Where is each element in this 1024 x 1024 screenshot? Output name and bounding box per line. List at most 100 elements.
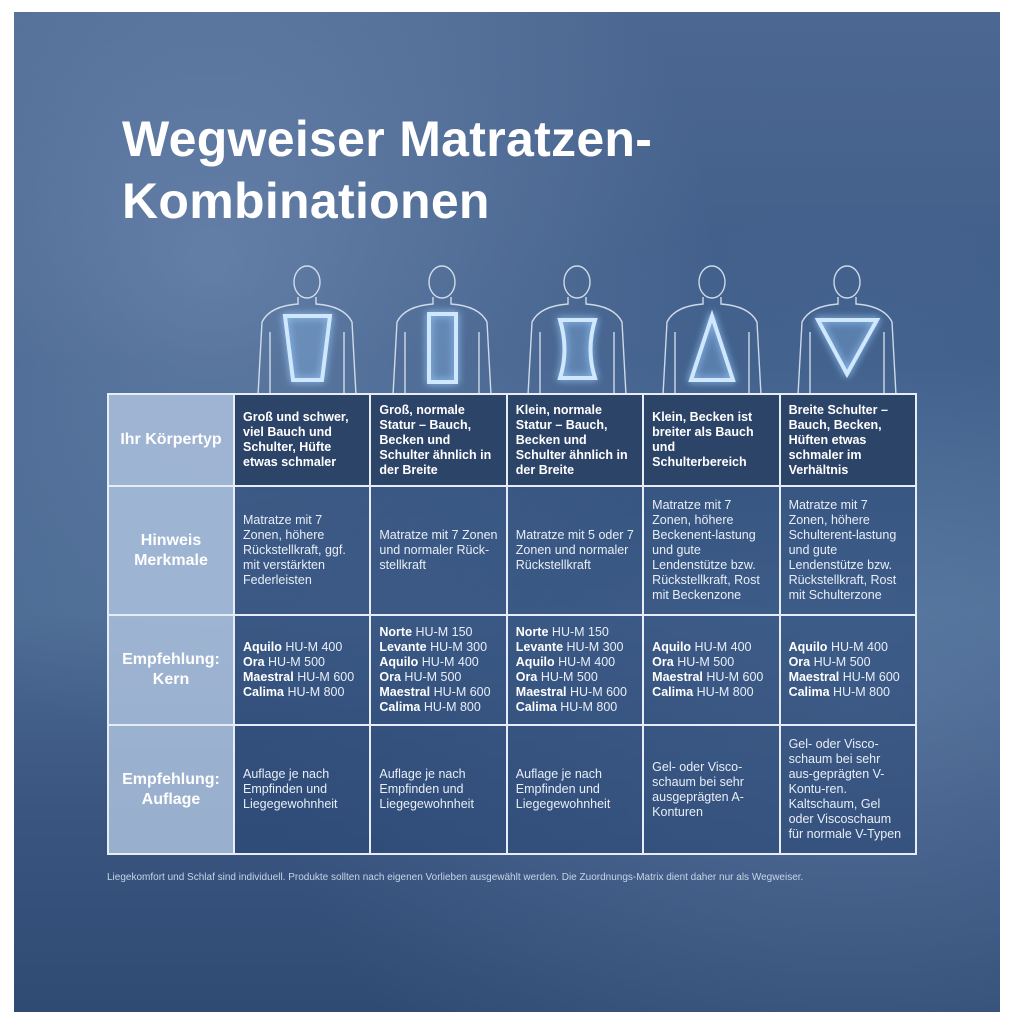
product-line: Maestral HU-M 600 — [652, 670, 770, 685]
table-cell: Matratze mit 7 Zonen und normaler Rück-s… — [369, 485, 508, 616]
product-model: HU-M 300 — [430, 640, 488, 655]
table-cell: Auflage je nach Empfinden und Liegegewoh… — [369, 724, 508, 855]
table-cell: Groß und schwer, viel Bauch und Schulter… — [232, 392, 372, 488]
product-name: Calima — [243, 685, 284, 700]
product-model: HU-M 400 — [558, 655, 616, 670]
product-line: Aquilo HU-M 400 — [243, 640, 361, 655]
product-model: HU-M 600 — [297, 670, 355, 685]
person-silhouette-icon — [257, 265, 357, 396]
table-cell: Norte HU-M 150 Levante HU-M 300 Aquilo HU-… — [505, 613, 645, 727]
product-name: Calima — [515, 700, 557, 715]
product-line: Ora HU-M 500 — [652, 655, 770, 670]
product-name: Aquilo — [515, 655, 555, 670]
table-cell: Matratze mit 5 oder 7 Zonen und normaler… — [505, 485, 645, 616]
table-cell: Klein, normale Statur – Bauch, Becken un… — [505, 392, 645, 488]
product-name: Calima — [379, 700, 421, 715]
product-name: Maestral — [788, 670, 840, 685]
body-figure — [375, 262, 510, 396]
product-line: Maestral HU-M 600 — [243, 670, 361, 685]
product-name: Ora — [515, 670, 538, 685]
product-line: Aquilo HU-M 400 — [789, 640, 907, 655]
product-line: Ora HU-M 500 — [789, 655, 907, 670]
table-row: Ihr Körpertyp Groß und schwer, viel Bauch… — [107, 392, 918, 488]
product-model: HU-M 400 — [694, 640, 752, 655]
product-line: Ora HU-M 500 — [243, 655, 361, 670]
row-label: Empfehlung: Auflage — [107, 724, 235, 855]
product-name: Aquilo — [243, 640, 282, 655]
product-name: Levante — [515, 640, 564, 655]
table-row: Empfehlung: Kern Aquilo HU-M 400 Ora HU-M … — [107, 613, 918, 727]
product-name: Ora — [379, 670, 401, 685]
product-line: Levante HU-M 300 — [516, 640, 634, 655]
product-line: Calima HU-M 800 — [516, 700, 634, 715]
product-line: Ora HU-M 500 — [379, 670, 497, 685]
person-silhouette-icon — [662, 265, 762, 396]
page-title: Wegweiser Matratzen- Kombinationen — [122, 108, 652, 232]
table-cell: Auflage je nach Empfinden und Liegegewoh… — [505, 724, 645, 855]
product-line: Levante HU-M 300 — [379, 640, 497, 655]
table-cell: Aquilo HU-M 400 Ora HU-M 500 Maestral HU-M… — [232, 613, 372, 727]
product-line: Maestral HU-M 600 — [789, 670, 907, 685]
product-line: Aquilo HU-M 400 — [379, 655, 497, 670]
product-model: HU-M 150 — [551, 625, 609, 640]
product-model: HU-M 500 — [677, 655, 735, 670]
body-figure — [780, 262, 915, 396]
table-cell: Breite Schulter – Bauch, Becken, Hüften … — [778, 392, 918, 488]
person-silhouette-icon — [392, 265, 492, 396]
table-cell: Matratze mit 7 Zonen, höhere Beckenent-l… — [642, 485, 781, 616]
product-model: HU-M 800 — [696, 685, 754, 700]
table-cell: Matratze mit 7 Zonen, höhere Schulterent… — [778, 485, 918, 616]
table-cell: Norte HU-M 150 Levante HU-M 300 Aquilo HU-… — [369, 613, 508, 727]
product-model: HU-M 400 — [830, 640, 888, 655]
product-model: HU-M 400 — [285, 640, 343, 655]
footnote: Liegekomfort und Schlaf sind individuell… — [107, 872, 804, 883]
hourglass-icon — [557, 318, 598, 380]
product-name: Norte — [515, 625, 549, 640]
product-line: Calima HU-M 800 — [379, 700, 497, 715]
row-label: Ihr Körpertyp — [107, 392, 235, 488]
product-name: Ora — [788, 655, 811, 670]
person-silhouette-icon — [797, 265, 897, 396]
product-line: Ora HU-M 500 — [516, 670, 634, 685]
product-line: Aquilo HU-M 400 — [516, 655, 634, 670]
body-figure — [645, 262, 780, 396]
title-line-1: Wegweiser Matratzen- — [122, 111, 653, 167]
product-name: Calima — [652, 685, 694, 700]
product-name: Norte — [379, 625, 413, 640]
product-line: Calima HU-M 800 — [243, 685, 361, 700]
product-name: Maestral — [515, 685, 567, 700]
product-line: Calima HU-M 800 — [652, 685, 770, 700]
table-cell: Groß, normale Statur – Bauch, Becken und… — [369, 392, 508, 488]
table-cell: Gel- oder Visco-schaum bei sehr aus-gepr… — [778, 724, 918, 855]
row-label: Empfehlung: Kern — [107, 613, 235, 727]
body-figure — [240, 262, 375, 396]
product-name: Maestral — [379, 685, 431, 700]
product-line: Maestral HU-M 600 — [516, 685, 634, 700]
person-silhouette-icon — [527, 265, 627, 396]
trapezoid-icon — [282, 314, 333, 382]
matrix-table: Ihr Körpertyp Groß und schwer, viel Bauch… — [107, 392, 918, 855]
product-model: HU-M 800 — [423, 700, 481, 715]
product-model: HU-M 600 — [842, 670, 900, 685]
product-model: HU-M 300 — [566, 640, 624, 655]
table-row: Hinweis Merkmale Matratze mit 7 Zonen, hö… — [107, 485, 918, 616]
body-type-figures — [240, 262, 916, 396]
product-model: HU-M 500 — [268, 655, 325, 670]
table-cell: Gel- oder Visco-schaum bei sehr ausgeprä… — [642, 724, 781, 855]
table-cell: Aquilo HU-M 400 Ora HU-M 500 Maestral HU-M… — [642, 613, 781, 727]
product-name: Maestral — [243, 670, 294, 685]
title-line-2: Kombinationen — [122, 173, 490, 229]
product-line: Calima HU-M 800 — [789, 685, 907, 700]
product-model: HU-M 400 — [421, 655, 479, 670]
body-figure — [510, 262, 645, 396]
product-name: Maestral — [652, 670, 703, 685]
triangle-a-icon — [688, 309, 736, 382]
triangle-v-icon — [814, 318, 881, 379]
product-name: Aquilo — [788, 640, 828, 655]
product-model: HU-M 600 — [570, 685, 627, 700]
row-label: Hinweis Merkmale — [107, 485, 235, 616]
product-name: Aquilo — [652, 640, 692, 655]
table-cell: Auflage je nach Empfinden und Liegegewoh… — [232, 724, 372, 855]
product-name: Calima — [788, 685, 830, 700]
rectangle-icon — [427, 312, 458, 384]
